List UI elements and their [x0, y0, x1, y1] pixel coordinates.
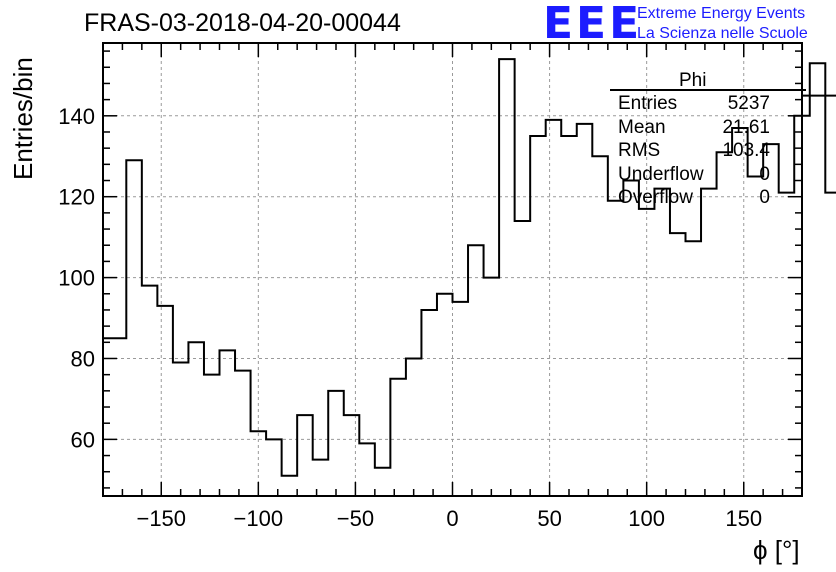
x-tick-label: −100 [234, 506, 284, 531]
histogram-bin [499, 59, 515, 496]
histogram-bin [282, 476, 298, 496]
histogram-bin [188, 342, 204, 496]
histogram-bin [748, 176, 764, 496]
histogram-bin [577, 124, 593, 496]
logo-line1: Extreme Energy Events [637, 5, 806, 22]
stats-row-label: RMS [618, 140, 661, 161]
histogram-bin [220, 350, 236, 496]
histogram-bin [437, 294, 453, 496]
histogram-bin [592, 156, 608, 496]
chart-title: FRAS-03-2018-04-20-00044 [84, 9, 401, 37]
logo-line2: La Scienza nelle Scuole [637, 25, 808, 42]
histogram-bin [654, 189, 670, 496]
histogram-bin [732, 128, 748, 496]
y-tick-label: 120 [58, 185, 95, 210]
stats-row-value: 5237 [727, 93, 770, 114]
x-tick-label: −50 [337, 506, 374, 531]
x-tick-label: 150 [725, 506, 762, 531]
stats-row-value: 103.4 [722, 140, 770, 161]
histogram-bin [421, 310, 437, 496]
stats-row-value: 21.61 [722, 116, 770, 138]
stats-row-label: Entries [618, 93, 678, 114]
histogram-bin [639, 209, 655, 496]
histogram-bin [810, 63, 826, 496]
histogram-bin [157, 306, 173, 496]
histogram-bin [825, 193, 836, 496]
y-axis-label: Entries/bin [8, 57, 38, 180]
histogram-bin [623, 181, 639, 496]
x-tick-label: 0 [446, 506, 458, 531]
histogram-bin [717, 152, 733, 496]
histogram-bin [266, 439, 282, 496]
histogram-bin [359, 443, 375, 496]
histogram-bin [328, 391, 344, 496]
histogram-bin [126, 160, 142, 496]
histogram-bin [686, 241, 702, 496]
histogram-bin [142, 286, 158, 496]
histogram-bin [484, 278, 500, 496]
histogram-bin [670, 233, 686, 496]
histogram-bin [608, 201, 624, 496]
x-axis-label: ϕ [°] [753, 535, 800, 565]
histogram-bin [515, 221, 531, 496]
stats-title: Phi [679, 70, 707, 91]
histogram-bin [204, 375, 220, 496]
histogram-bin [561, 136, 577, 496]
histogram-bin [701, 189, 717, 496]
stats-row-value: 0 [759, 163, 770, 185]
histogram-bin [468, 245, 484, 496]
stats-row-label: Overflow [618, 187, 693, 208]
stats-row-label: Mean [618, 116, 666, 138]
histogram-bin [406, 358, 422, 496]
histogram-bin [173, 363, 189, 496]
x-tick-label: 50 [537, 506, 561, 531]
stats-row-label: Underflow [618, 163, 704, 185]
histogram-bin [390, 379, 406, 496]
histogram-bin [779, 193, 795, 496]
y-tick-label: 140 [58, 104, 95, 129]
eee-logo: EEE [543, 0, 643, 49]
histogram-bin [375, 468, 391, 496]
y-tick-label: 60 [71, 427, 95, 452]
x-tick-label: 100 [628, 506, 665, 531]
y-tick-label: 80 [71, 346, 95, 371]
histogram-bin [344, 415, 360, 496]
histogram-bin [313, 460, 329, 496]
histogram-bin [530, 136, 546, 496]
histogram-bin [235, 371, 251, 496]
y-tick-label: 100 [58, 266, 95, 291]
x-tick-label: −150 [136, 506, 186, 531]
histogram-bin [546, 120, 562, 496]
stats-divider [610, 89, 806, 91]
histogram-bin [111, 338, 127, 496]
histogram-bin [453, 302, 469, 496]
stats-row-value: 0 [759, 187, 770, 208]
histogram-bin [297, 415, 313, 496]
histogram-series [103, 58, 836, 477]
